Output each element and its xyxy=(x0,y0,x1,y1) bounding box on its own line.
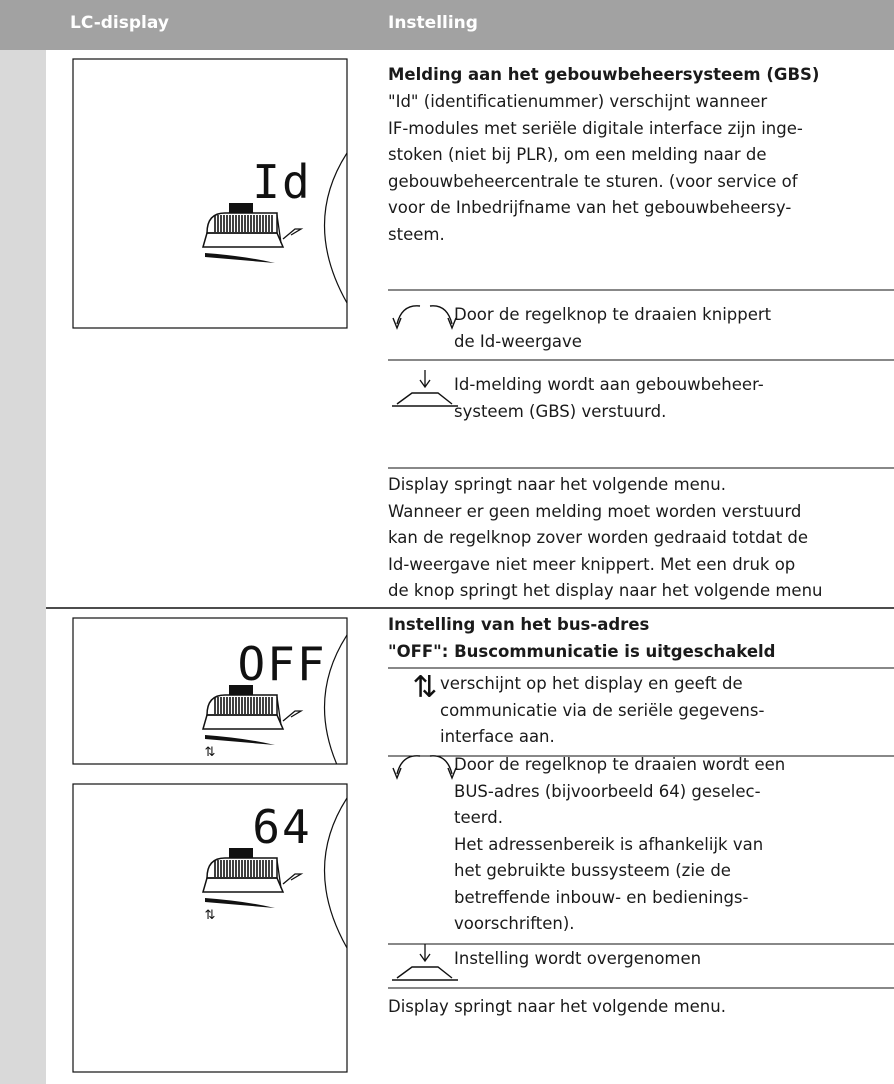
row-text: Door de regelknop te draaien wordt een xyxy=(454,755,786,774)
display-label: Id xyxy=(252,155,312,209)
rotate-icon xyxy=(392,317,402,330)
display-frame xyxy=(72,617,348,765)
row-text: voorschriften). xyxy=(454,914,575,933)
rotate-icon xyxy=(429,305,453,325)
row-text: het gebruikte bussysteem (zie de xyxy=(454,861,731,880)
knob-scale xyxy=(205,898,275,908)
display-symbol: ⇅ xyxy=(204,908,216,923)
knob-scale xyxy=(205,253,275,263)
paragraph-line: Id-weergave niet meer knippert. Met een … xyxy=(388,554,796,574)
row-symbol: ⇅ xyxy=(412,670,438,705)
row-text: Instelling wordt overgenomen xyxy=(454,949,702,968)
display-label: 64 xyxy=(252,800,312,854)
paragraph-line: voor de Inbedrijfname van het gebouwbehe… xyxy=(388,198,792,217)
paragraph-line: gebouwbeheercentrale te sturen. (voor se… xyxy=(388,171,798,191)
display-arc xyxy=(324,634,347,764)
knob-base xyxy=(202,232,285,248)
paragraph-line: "Id" (identificatienummer) verschijnt wa… xyxy=(388,92,768,111)
rotate-icon xyxy=(429,755,453,775)
row-text: Door de regelknop te draaien knippert xyxy=(454,305,772,324)
side-strip xyxy=(0,50,46,1084)
rotate-icon xyxy=(396,305,421,325)
rotate-icon xyxy=(447,317,457,330)
section-title: "OFF": Buscommunicatie is uitgeschakeld xyxy=(388,641,776,661)
display-frame xyxy=(72,58,348,329)
press-icon xyxy=(419,944,431,963)
header-cell: LC-display xyxy=(70,13,169,33)
row-text: interface aan. xyxy=(440,727,555,746)
display-arc xyxy=(324,152,347,304)
display-frame xyxy=(72,783,348,1073)
paragraph-line: Display springt naar het volgende menu. xyxy=(388,997,726,1016)
row-text: BUS-adres (bijvoorbeeld 64) geselec- xyxy=(454,781,761,801)
knob-pointer xyxy=(276,696,304,726)
knob-block xyxy=(229,685,253,695)
header-bar xyxy=(0,0,894,50)
knob-base xyxy=(202,877,285,893)
paragraph-line: steem. xyxy=(388,224,445,244)
rotate-icon xyxy=(392,767,402,780)
section-title: Instelling van het bus-adres xyxy=(388,615,650,634)
paragraph-line: Display springt naar het volgende menu. xyxy=(388,475,726,494)
knob-block xyxy=(229,203,253,213)
display-label: OFF xyxy=(237,637,327,691)
row-text: betreffende inbouw- en bedienings- xyxy=(454,887,749,907)
display-symbol: ⇅ xyxy=(204,745,216,760)
header-cell: Instelling xyxy=(388,13,478,33)
knob-pointer xyxy=(276,859,304,889)
row-text: verschijnt op het display en geeft de xyxy=(440,674,743,693)
paragraph-line: Wanneer er geen melding moet worden vers… xyxy=(388,501,802,521)
section-title: Melding aan het gebouwbeheersysteem (GBS… xyxy=(388,65,820,84)
paragraph-line: stoken (niet bij PLR), om een melding na… xyxy=(388,145,767,164)
knob-base xyxy=(202,714,285,730)
row-text: Id-melding wordt aan gebouwbeheer- xyxy=(454,375,764,394)
paragraph-line: de knop springt het display naar het vol… xyxy=(388,581,823,600)
row-text: Het adressenbereik is afhankelijk van xyxy=(454,834,764,854)
knob-block xyxy=(229,848,253,858)
row-text: de Id-weergave xyxy=(454,331,582,351)
rotate-icon xyxy=(396,755,421,775)
display-arc xyxy=(324,797,347,949)
press-icon xyxy=(419,370,431,389)
press-icon xyxy=(392,392,458,407)
knob-scale xyxy=(205,735,275,745)
rotate-icon xyxy=(447,767,457,780)
row-text: communicatie via de seriële gegevens- xyxy=(440,700,765,720)
press-icon xyxy=(392,966,458,981)
row-text: teerd. xyxy=(454,808,503,827)
paragraph-line: kan de regelknop zover worden gedraaid t… xyxy=(388,528,809,547)
knob-pointer xyxy=(276,214,304,244)
paragraph-line: IF-modules met seriële digitale interfac… xyxy=(388,118,803,138)
row-text: systeem (GBS) verstuurd. xyxy=(454,401,667,421)
